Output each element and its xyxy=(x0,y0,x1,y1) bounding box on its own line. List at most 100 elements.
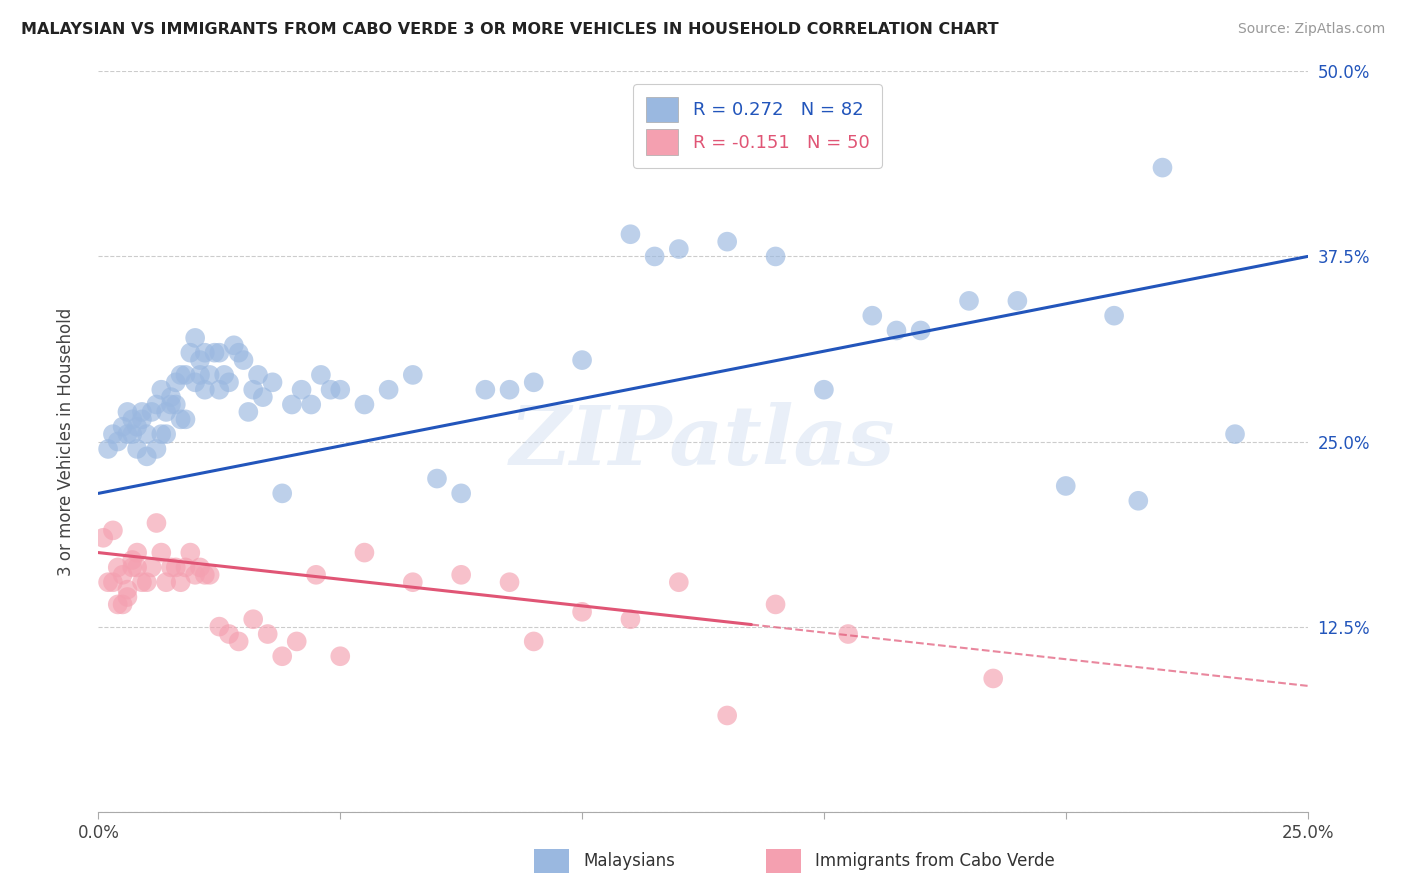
Point xyxy=(131,405,153,419)
Point xyxy=(101,575,124,590)
Point xyxy=(145,516,167,530)
Point xyxy=(242,383,264,397)
Point xyxy=(179,345,201,359)
Point xyxy=(121,412,143,426)
Point xyxy=(204,345,226,359)
Point xyxy=(498,575,520,590)
Text: MALAYSIAN VS IMMIGRANTS FROM CABO VERDE 3 OR MORE VEHICLES IN HOUSEHOLD CORRELAT: MALAYSIAN VS IMMIGRANTS FROM CABO VERDE … xyxy=(21,22,998,37)
Point xyxy=(194,567,217,582)
Point xyxy=(121,560,143,574)
Point xyxy=(498,383,520,397)
Point xyxy=(218,627,240,641)
Point xyxy=(111,419,134,434)
Point xyxy=(571,353,593,368)
Point xyxy=(716,235,738,249)
Point xyxy=(450,486,472,500)
Point xyxy=(169,368,191,382)
Point xyxy=(145,398,167,412)
Point xyxy=(184,331,207,345)
Point xyxy=(450,567,472,582)
Point xyxy=(208,383,231,397)
Point xyxy=(353,398,375,412)
Point xyxy=(165,560,187,574)
Point xyxy=(1007,293,1029,308)
Point xyxy=(179,546,201,560)
Point xyxy=(155,575,177,590)
Point xyxy=(117,582,139,597)
Point xyxy=(160,560,183,574)
Text: ZIPatlas: ZIPatlas xyxy=(510,401,896,482)
Point xyxy=(957,293,980,308)
Point xyxy=(155,427,177,442)
Point xyxy=(117,590,139,604)
Point xyxy=(837,627,859,641)
Point xyxy=(523,376,546,390)
Point xyxy=(262,376,284,390)
Point xyxy=(194,345,217,359)
Legend: R = 0.272   N = 82, R = -0.151   N = 50: R = 0.272 N = 82, R = -0.151 N = 50 xyxy=(633,84,882,168)
Point xyxy=(150,427,173,442)
Point xyxy=(218,376,240,390)
Point xyxy=(232,353,254,368)
Text: Source: ZipAtlas.com: Source: ZipAtlas.com xyxy=(1237,22,1385,37)
Point xyxy=(135,427,157,442)
Text: Immigrants from Cabo Verde: Immigrants from Cabo Verde xyxy=(815,852,1056,870)
Point xyxy=(981,672,1004,686)
Point xyxy=(101,427,124,442)
Point xyxy=(474,383,496,397)
Point xyxy=(860,309,883,323)
Point xyxy=(127,546,149,560)
Point xyxy=(121,427,143,442)
Point xyxy=(238,405,260,419)
Point xyxy=(188,368,211,382)
Point xyxy=(329,649,352,664)
Point xyxy=(208,619,231,633)
Point xyxy=(107,598,129,612)
Point xyxy=(668,242,690,256)
Point xyxy=(165,398,187,412)
Point xyxy=(281,398,304,412)
Point xyxy=(765,598,787,612)
Point xyxy=(353,546,375,560)
Point xyxy=(1128,493,1150,508)
Point xyxy=(1054,479,1077,493)
Point xyxy=(1152,161,1174,175)
Point xyxy=(174,368,197,382)
Text: Malaysians: Malaysians xyxy=(583,852,675,870)
Point xyxy=(208,345,231,359)
Point xyxy=(131,412,153,426)
Point xyxy=(1102,309,1125,323)
Point xyxy=(184,567,207,582)
Point xyxy=(309,368,332,382)
Point xyxy=(117,427,139,442)
Point xyxy=(184,376,207,390)
Point xyxy=(813,383,835,397)
Point xyxy=(121,553,143,567)
Point xyxy=(131,575,153,590)
Point xyxy=(377,383,399,397)
Point xyxy=(290,383,312,397)
Point xyxy=(135,450,157,464)
Point xyxy=(188,560,211,574)
Point xyxy=(402,368,425,382)
Point xyxy=(127,560,149,574)
Point xyxy=(91,531,114,545)
Point xyxy=(285,634,308,648)
Point xyxy=(619,612,641,626)
Point xyxy=(319,383,342,397)
Point xyxy=(97,575,120,590)
Point xyxy=(571,605,593,619)
Point xyxy=(299,398,322,412)
Point xyxy=(111,567,134,582)
Point xyxy=(668,575,690,590)
Point xyxy=(247,368,270,382)
Point xyxy=(765,250,787,264)
Point xyxy=(160,390,183,404)
Point xyxy=(212,368,235,382)
FancyBboxPatch shape xyxy=(534,849,569,873)
Point xyxy=(426,471,449,485)
Y-axis label: 3 or more Vehicles in Household: 3 or more Vehicles in Household xyxy=(56,308,75,575)
Point xyxy=(305,567,328,582)
Point xyxy=(194,383,217,397)
Point xyxy=(160,398,183,412)
